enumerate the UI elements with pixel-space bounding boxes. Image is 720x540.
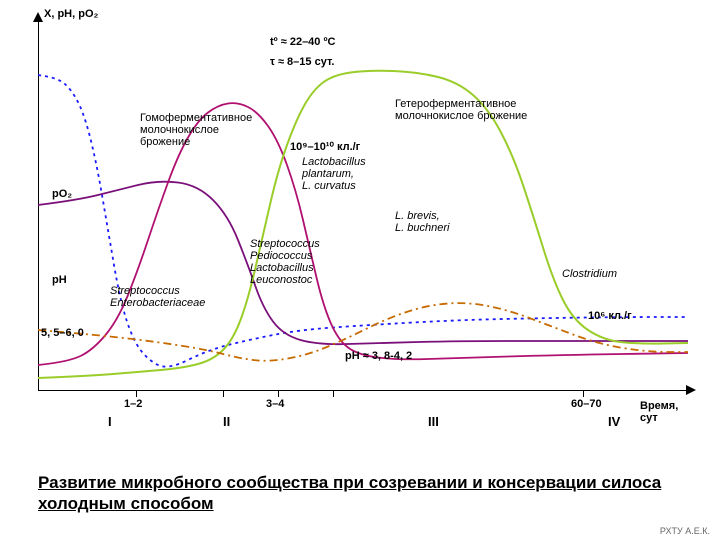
param-temp: tº ≈ 22–40 ºC xyxy=(270,36,335,48)
phase-label: I xyxy=(108,414,112,429)
text-homo: Гомоферментативное молочнокислое брожени… xyxy=(140,112,252,148)
text-se: Streptococcus Enterobacteriaceae xyxy=(110,285,205,309)
x-tick xyxy=(583,390,584,397)
x-tick xyxy=(136,390,137,397)
text-conc-low: 10⁶ кл./г xyxy=(588,310,632,322)
label-pH: pH xyxy=(52,274,67,286)
x-tick-label: 3–4 xyxy=(266,398,284,410)
text-conc-high: 10⁹–10¹⁰ кл./г xyxy=(290,140,360,153)
y-axis-label: X, pH, pO₂ xyxy=(44,8,98,20)
x-axis-label: Время, сут xyxy=(640,400,678,424)
param-tau: τ ≈ 8–15 сут. xyxy=(270,56,334,68)
text-hetero: Гетероферментативное молочнокислое броже… xyxy=(395,98,527,122)
label-pH-axis: 5, 5–6, 0 xyxy=(41,327,84,339)
text-strep-list: Streptococcus Pediococcus Lactobacillus … xyxy=(250,238,320,286)
curve-pO2 xyxy=(38,75,688,367)
caption: Развитие микробного сообщества при созре… xyxy=(38,472,686,515)
x-tick-label: 60–70 xyxy=(571,398,602,410)
x-tick xyxy=(223,390,224,397)
label-pO2: pO₂ xyxy=(52,188,72,200)
phase-label: IV xyxy=(608,414,620,429)
text-clostridium: Clostridium xyxy=(562,268,617,280)
curve-green xyxy=(38,71,688,378)
phase-label: II xyxy=(223,414,230,429)
label-pH-final: pH ≈ 3, 8-4, 2 xyxy=(345,350,412,362)
footer: РХТУ А.Е.К. xyxy=(660,526,710,536)
phase-label: III xyxy=(428,414,439,429)
x-tick xyxy=(333,390,334,397)
x-tick-label: 1–2 xyxy=(124,398,142,410)
page: X, pH, pO₂ tº ≈ 22–40 ºC τ ≈ 8–15 сут. Г… xyxy=(0,0,720,540)
text-lacto: Lactobacillus plantarum, L. curvatus xyxy=(302,156,366,192)
curve-strep xyxy=(38,103,688,365)
curves-layer xyxy=(38,20,688,390)
x-tick xyxy=(278,390,279,397)
text-lbrev: L. brevis, L. buchneri xyxy=(395,210,449,234)
